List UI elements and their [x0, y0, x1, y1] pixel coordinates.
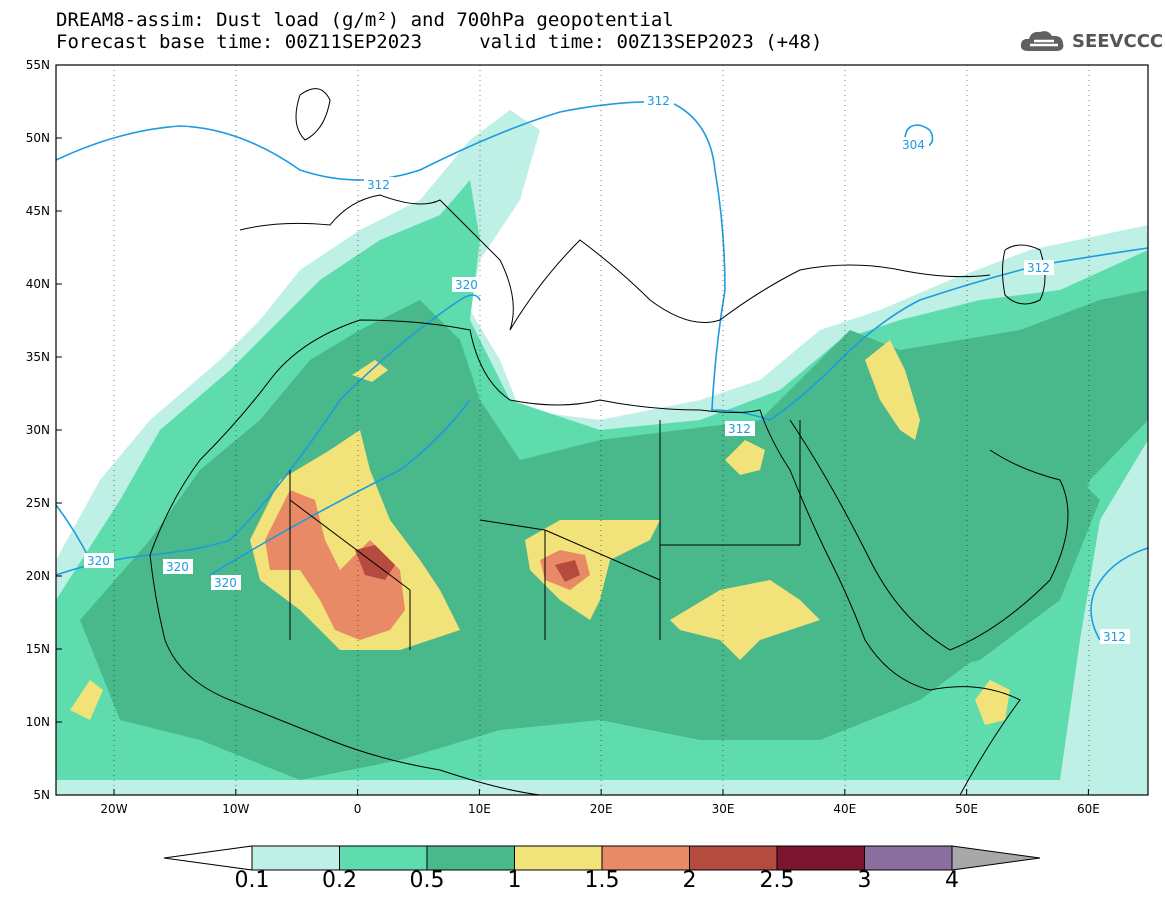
colorbar-max-arrow — [951, 845, 1041, 871]
contour-label: 312 — [1027, 261, 1050, 275]
latitude-label: 5N — [33, 788, 50, 802]
africa-coast — [149, 319, 1021, 795]
contour-label: 320 — [166, 560, 189, 574]
contour-label: 304 — [902, 138, 925, 152]
longitude-label: 0 — [354, 802, 362, 816]
longitude-label: 30E — [712, 802, 735, 816]
caspian — [1002, 244, 1046, 305]
cloud-icon — [1020, 31, 1064, 51]
longitude-axis: 20W 10W 0 10E 20E 30E 40E 50E 60E — [100, 789, 1100, 816]
latitude-label: 45N — [26, 204, 50, 218]
dust-level-1-sudan — [670, 580, 820, 660]
latitude-label: 35N — [26, 350, 50, 364]
colorbar-min-arrow — [163, 845, 253, 871]
contour-label: 312 — [1103, 630, 1126, 644]
colorbar-label: 2.5 — [759, 868, 795, 893]
latitude-label: 50N — [26, 131, 50, 145]
seevccc-logo: SEEVCCC — [1018, 26, 1163, 56]
colorbar-swatch — [339, 845, 428, 871]
dust-level-1 — [250, 430, 460, 650]
dust-level-1-iraq — [865, 340, 920, 440]
arabia-coast — [789, 419, 1069, 651]
contour-label: 312 — [728, 422, 751, 436]
colorbar-swatch — [251, 845, 340, 871]
longitude-label: 40E — [833, 802, 856, 816]
forecast-time-line: Forecast base time: 00Z11SEP2023 valid t… — [56, 31, 823, 53]
europe-coast — [239, 194, 991, 331]
colorbar-swatch — [514, 845, 603, 871]
coastlines — [149, 88, 1069, 795]
dust-level-0.5-east — [860, 460, 1100, 680]
longitude-label: 50E — [955, 802, 978, 816]
west-africa-coast — [149, 554, 541, 795]
latitude-label: 15N — [26, 642, 50, 656]
latitude-label: 10N — [26, 715, 50, 729]
colorbar-swatch — [864, 845, 953, 871]
graticule — [113, 65, 1090, 795]
dust-level-1-chad — [525, 520, 660, 620]
dust-level-1-westafrica — [70, 680, 103, 720]
contour-labels: 312 312 304 312 312 320 320 320 320 312 — [84, 93, 1130, 644]
contour-label: 312 — [367, 178, 390, 192]
logo-text: SEEVCCC — [1072, 30, 1164, 52]
latitude-label: 40N — [26, 277, 50, 291]
latitude-axis: 55N 50N 45N 40N 35N 30N 25N 20N 15N 10N 5N — [26, 58, 62, 802]
colorbar-swatch — [426, 845, 515, 871]
longitude-label: 10W — [222, 802, 249, 816]
colorbar-label: 0.5 — [409, 868, 445, 893]
colorbar — [163, 845, 1041, 871]
dust-level-1-somalia — [975, 680, 1010, 725]
dust-level-1-egypt — [725, 440, 765, 475]
colorbar-label: 1 — [507, 868, 522, 893]
latitude-label: 25N — [26, 496, 50, 510]
contour-label: 312 — [647, 94, 670, 108]
contour-label: 320 — [455, 278, 478, 292]
longitude-label: 20W — [100, 802, 127, 816]
colorbar-label: 2 — [682, 868, 697, 893]
map-title: DREAM8-assim: Dust load (g/m²) and 700hP… — [56, 9, 674, 31]
colorbar-label: 1.5 — [584, 868, 620, 893]
contour-312-east — [1090, 547, 1148, 641]
contour-label: 320 — [87, 554, 110, 568]
longitude-label: 20E — [590, 802, 613, 816]
contour-312-north — [56, 100, 1148, 421]
latitude-label: 30N — [26, 423, 50, 437]
colorbar-swatch — [689, 845, 778, 871]
colorbar-swatch — [776, 845, 865, 871]
latitude-label: 55N — [26, 58, 50, 72]
colorbar-label: 0.1 — [234, 868, 270, 893]
colorbar-label: 4 — [945, 868, 959, 893]
colorbar-swatch — [601, 845, 690, 871]
latitude-label: 20N — [26, 569, 50, 583]
contour-label: 320 — [214, 576, 237, 590]
dust-level-1.5 — [265, 490, 405, 640]
country-borders — [289, 420, 801, 650]
colorbar-label: 3 — [857, 868, 872, 893]
longitude-label: 60E — [1077, 802, 1100, 816]
colorbar-label: 0.2 — [322, 868, 357, 893]
dust-level-2-chad — [555, 560, 580, 582]
contour-320 — [56, 294, 481, 576]
longitude-label: 10E — [468, 802, 491, 816]
uk-coast — [295, 88, 331, 141]
